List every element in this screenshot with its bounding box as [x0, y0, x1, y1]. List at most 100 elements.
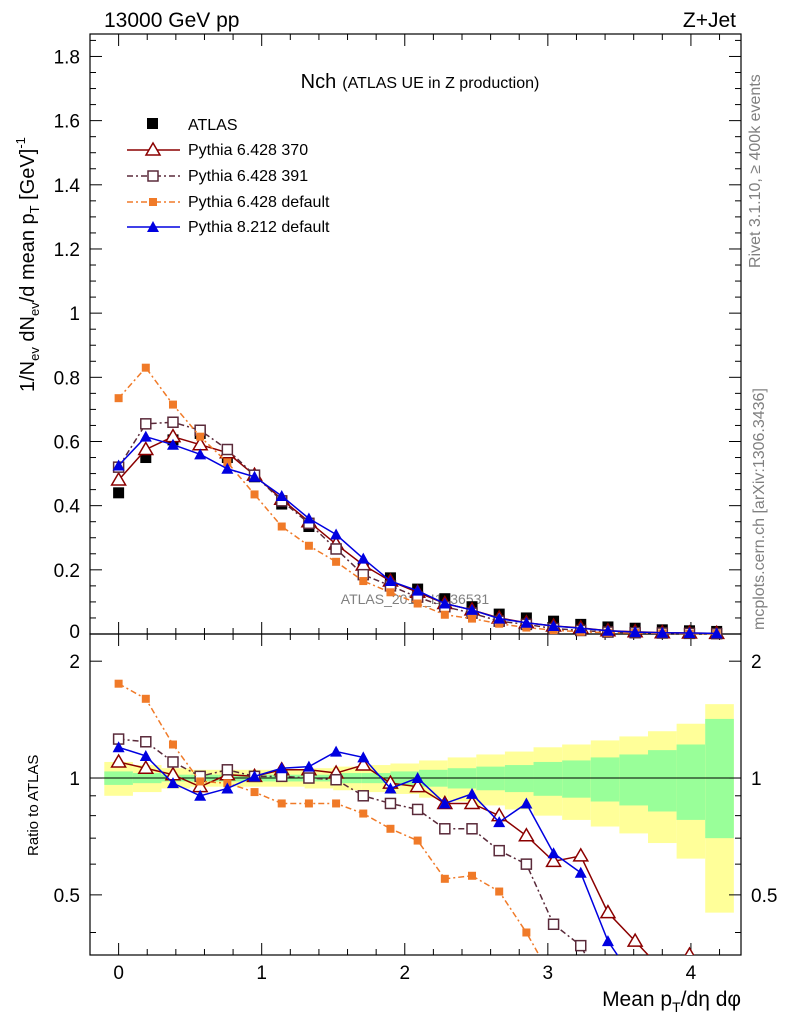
- data-point: [166, 777, 179, 789]
- data-point: [357, 552, 370, 564]
- data-point: [386, 824, 395, 833]
- data-point: [140, 418, 152, 430]
- data-point: [112, 459, 125, 471]
- data-point: [141, 363, 150, 372]
- data-point: [572, 847, 590, 862]
- data-point: [438, 597, 451, 609]
- y-tick-label: 1.6: [54, 112, 80, 133]
- data-point: [629, 626, 642, 638]
- legend-label-p391: Pythia 6.428 391: [188, 168, 308, 185]
- y-tick-label-right: 0.5: [751, 886, 777, 907]
- panel-frame: [89, 633, 742, 956]
- legend-entry-pdef: Pythia 6.428 default: [127, 194, 330, 211]
- data-point: [139, 430, 152, 442]
- data-point: [518, 827, 535, 842]
- y-axis-label-top: 1/Nev dNev/d mean pT [GeV]-1: [13, 137, 42, 392]
- data-point: [545, 852, 562, 868]
- y-tick-label: 1: [69, 304, 80, 325]
- data-point: [137, 759, 155, 774]
- data-point: [626, 932, 644, 947]
- data-point: [332, 557, 341, 566]
- data-point: [277, 799, 286, 808]
- data-point: [137, 441, 155, 456]
- energy-label: 13000 GeV pp: [104, 9, 239, 32]
- data-point: [140, 452, 152, 464]
- data-point: [384, 782, 397, 794]
- legend-label-pdef: Pythia 6.428 default: [188, 194, 330, 211]
- y-tick-label: 1.8: [54, 47, 80, 68]
- data-point: [141, 694, 150, 703]
- series-line: [118, 683, 540, 955]
- y-axis-label-bottom: Ratio to ATLAS: [25, 755, 42, 856]
- legend-marker-pdef: [149, 198, 157, 206]
- legend-label-p8: Pythia 8.212 default: [188, 219, 330, 236]
- data-point: [359, 577, 368, 586]
- data-point: [520, 858, 533, 870]
- y-tick-label: 1.4: [54, 176, 81, 197]
- data-point: [250, 490, 259, 499]
- x-tick-label: 2: [399, 963, 410, 984]
- y-tick-label: 0: [69, 622, 80, 643]
- legend-marker-p391: [147, 170, 159, 182]
- data-point: [223, 458, 232, 467]
- data-point: [110, 753, 127, 768]
- band-inner: [619, 754, 648, 806]
- series-pythia-6-428-default: [114, 679, 540, 955]
- y-tick-label: 2: [69, 652, 80, 673]
- data-point: [304, 541, 313, 550]
- legend-entry-atlas: ATLAS: [147, 117, 238, 134]
- data-point: [330, 528, 343, 540]
- legend-entry-p8: Pythia 8.212 default: [127, 219, 330, 236]
- y-tick-label: 1.2: [54, 240, 80, 261]
- data-point: [330, 543, 342, 555]
- data-point: [196, 777, 205, 786]
- data-point: [386, 588, 395, 597]
- data-point: [495, 887, 504, 896]
- data-point: [304, 799, 313, 808]
- data-point: [468, 614, 477, 623]
- data-point: [221, 462, 234, 474]
- data-point: [114, 679, 123, 688]
- data-point: [166, 438, 179, 450]
- data-point: [601, 624, 614, 636]
- data-point: [384, 797, 397, 810]
- y-tick-label-right: 2: [751, 652, 762, 673]
- data-point: [167, 416, 179, 428]
- ratio-panel-series: [110, 679, 695, 986]
- data-point: [221, 443, 234, 456]
- legend-label-p370: Pythia 6.428 370: [188, 142, 308, 159]
- series-pythia-8-212-default: [112, 430, 723, 639]
- data-point: [439, 823, 451, 835]
- data-point: [221, 764, 234, 776]
- data-point: [574, 866, 587, 878]
- band-inner: [590, 757, 620, 802]
- data-point: [140, 736, 152, 748]
- data-point: [522, 928, 531, 937]
- data-point: [330, 745, 343, 757]
- data-point: [248, 770, 261, 782]
- series-line: [118, 761, 690, 955]
- data-point: [440, 874, 449, 883]
- band-inner: [676, 744, 706, 820]
- data-point: [113, 487, 125, 499]
- process-label: Z+Jet: [683, 9, 736, 32]
- data-point: [332, 799, 341, 808]
- data-point: [599, 904, 617, 919]
- plot-title-sub: (ATLAS UE in Z production): [342, 75, 539, 92]
- rivet-label: Rivet 3.1.10, ≥ 400k events: [747, 74, 764, 268]
- data-point: [547, 918, 560, 931]
- data-point: [493, 844, 505, 857]
- band-inner: [705, 718, 734, 839]
- data-point: [411, 772, 424, 784]
- data-point: [601, 935, 614, 947]
- y-tick-label: 0.5: [54, 886, 80, 907]
- band-inner: [562, 760, 591, 798]
- series-line: [118, 738, 587, 955]
- data-point: [656, 626, 669, 638]
- data-point: [196, 432, 205, 441]
- data-point: [629, 975, 641, 986]
- data-point: [574, 622, 587, 634]
- data-point: [655, 963, 669, 975]
- plot-title-main: Nch: [301, 71, 337, 93]
